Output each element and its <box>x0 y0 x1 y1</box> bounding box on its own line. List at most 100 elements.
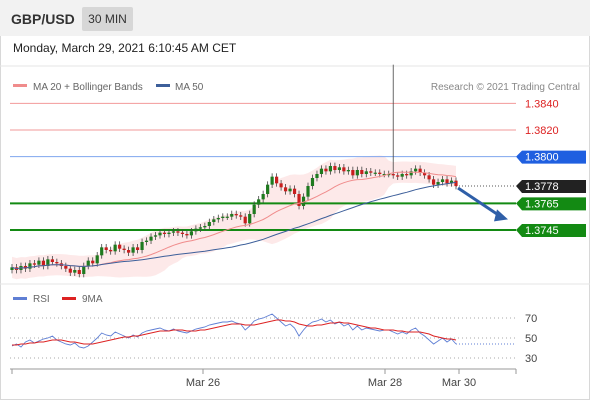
price-tag-text-1.3778: 1.3778 <box>525 181 559 193</box>
header-bar: GBP/USD 30 MIN <box>0 0 590 36</box>
candle-body <box>369 171 373 173</box>
candle-body <box>288 188 292 192</box>
candle-body <box>68 268 72 273</box>
rsi-panel: 70 50 30 <box>10 313 537 365</box>
candle-body <box>50 259 54 262</box>
candle-body <box>28 263 32 269</box>
candle-body <box>266 184 270 194</box>
price-label-1.3840: 1.3840 <box>525 98 559 110</box>
candle-body <box>248 214 252 224</box>
candle-body <box>301 196 306 206</box>
candle-body <box>283 187 288 192</box>
candle-body <box>275 176 279 184</box>
candle-body <box>328 166 333 172</box>
price-legend: MA 20 + Bollinger Bands MA 50 <box>13 82 204 93</box>
candle-body <box>400 174 404 177</box>
x-tick-label: Mar 30 <box>442 377 476 389</box>
candle-body <box>310 178 315 186</box>
candle-body <box>391 174 395 176</box>
candle-body <box>144 240 149 242</box>
price-tag-text-1.3765: 1.3765 <box>525 198 559 210</box>
candle-body <box>162 232 167 234</box>
candle-body <box>342 167 346 172</box>
rsi-tick-label: 30 <box>525 353 537 365</box>
candle-body <box>86 260 90 266</box>
candle-body <box>252 204 256 214</box>
copyright-text: Research © 2021 Trading Central <box>431 82 580 93</box>
candle-body <box>185 234 189 236</box>
candle-body <box>158 232 162 236</box>
candle-body <box>95 255 99 264</box>
legend-swatch-9ma <box>62 297 76 300</box>
candle-body <box>360 170 364 174</box>
candle-body <box>131 247 135 253</box>
moving-average-layer <box>11 171 457 270</box>
candle-body <box>319 168 324 174</box>
candle-body <box>153 235 158 237</box>
candle-body <box>109 250 113 252</box>
candle-body <box>454 180 458 186</box>
candle-body <box>82 266 86 274</box>
x-tick-label: Mar 28 <box>368 377 402 389</box>
candle-body <box>221 216 225 218</box>
candle-body <box>41 260 45 266</box>
candle-body <box>140 242 144 250</box>
candle-body <box>104 247 108 250</box>
candle-body <box>216 218 220 220</box>
legend-swatch-ma50 <box>156 84 170 87</box>
rsi-legend: RSI 9MA <box>13 294 103 305</box>
candle-body <box>315 174 319 178</box>
candle-body <box>203 226 207 228</box>
candle-body <box>189 231 193 236</box>
bollinger-band-fill <box>12 155 456 280</box>
candle-body <box>297 194 301 206</box>
candle-body <box>292 188 297 194</box>
candle-body <box>135 247 140 250</box>
candle-body <box>423 172 427 176</box>
candle-body <box>409 171 413 176</box>
candle-body <box>118 244 122 249</box>
rsi-line <box>11 313 457 349</box>
forecast-arrow-shaft <box>457 186 503 219</box>
legend-label-ma20: MA 20 + Bollinger Bands <box>33 82 143 93</box>
candle-body <box>427 175 431 180</box>
candle-body <box>355 170 359 176</box>
timestamp: Monday, March 29, 2021 6:10:45 AM CET <box>13 41 237 55</box>
rsi-9ma-line <box>12 319 457 346</box>
candle-body <box>378 172 382 174</box>
x-tick-label: Mar 26 <box>186 377 220 389</box>
candle-body <box>346 170 350 172</box>
candle-body <box>73 270 77 273</box>
price-tag-1.3745 <box>516 224 586 237</box>
horizontal-levels-layer <box>10 102 516 231</box>
ma50-line <box>11 181 457 270</box>
candle-body <box>364 171 368 174</box>
candle-body <box>337 167 341 170</box>
candle-body <box>37 260 41 265</box>
candle-body <box>306 186 310 197</box>
price-label-1.3820: 1.3820 <box>525 125 559 137</box>
candle-body <box>230 214 234 217</box>
candle-body <box>436 182 440 185</box>
candle-body <box>113 244 117 252</box>
candle-body <box>239 215 243 217</box>
candle-body <box>445 179 449 184</box>
timeframe-button[interactable]: 30 MIN <box>82 7 133 31</box>
candle-body <box>122 248 126 250</box>
candle-body <box>32 263 37 265</box>
candle-body <box>171 231 176 233</box>
candle-body <box>225 216 229 218</box>
candle-body <box>431 179 436 185</box>
candle-body <box>414 168 418 172</box>
price-tag-1.3778 <box>516 180 586 193</box>
price-tag-text-1.3745: 1.3745 <box>525 225 559 237</box>
candle-body <box>100 247 104 256</box>
candle-body <box>127 250 131 253</box>
candle-body <box>194 228 198 232</box>
candle-body <box>23 266 28 269</box>
candle-body <box>180 232 185 234</box>
legend-label-rsi: RSI <box>33 294 50 305</box>
candle-body <box>207 222 211 226</box>
candle-body <box>176 231 180 233</box>
candle-body <box>418 168 422 173</box>
